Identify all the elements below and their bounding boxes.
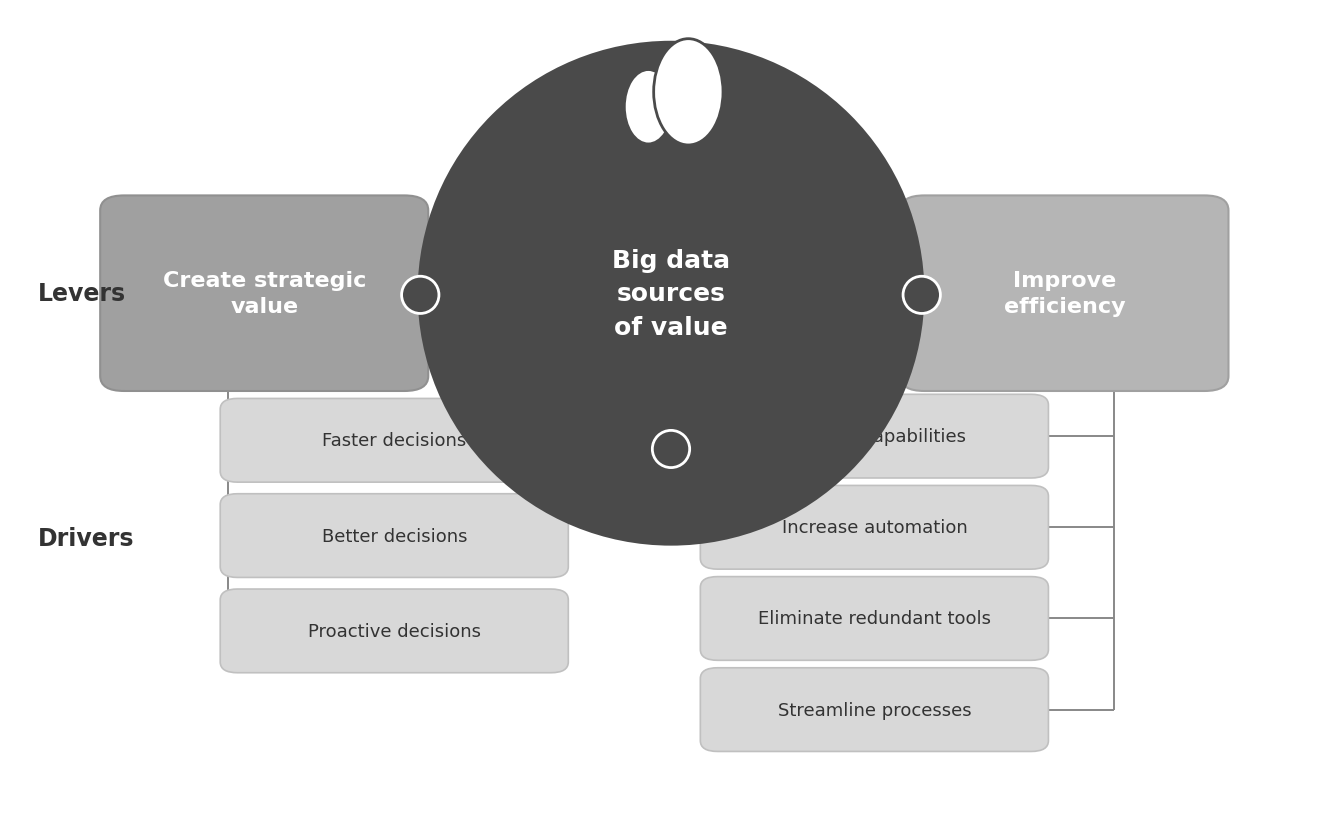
Ellipse shape [654,39,723,145]
Text: Create strategic
value: Create strategic value [162,271,366,317]
Text: Faster decisions: Faster decisions [322,431,467,450]
Text: Drivers: Drivers [38,526,134,550]
Ellipse shape [652,431,690,468]
Text: Streamline processes: Streamline processes [777,701,972,719]
Ellipse shape [401,277,439,314]
Ellipse shape [903,277,941,314]
Text: Big data
sources
of value: Big data sources of value [612,248,730,339]
FancyBboxPatch shape [220,589,568,673]
Text: Improve capabilities: Improve capabilities [782,428,966,446]
Text: Improve
efficiency: Improve efficiency [1004,271,1125,317]
FancyBboxPatch shape [701,395,1048,478]
Ellipse shape [624,70,672,145]
FancyBboxPatch shape [900,196,1228,391]
FancyBboxPatch shape [701,577,1048,660]
Text: Levers: Levers [38,282,126,306]
FancyBboxPatch shape [220,494,568,578]
Text: Increase automation: Increase automation [781,518,968,537]
Text: Better decisions: Better decisions [322,527,467,545]
FancyBboxPatch shape [220,399,568,482]
FancyBboxPatch shape [701,486,1048,569]
Ellipse shape [417,42,925,546]
FancyBboxPatch shape [101,196,428,391]
FancyBboxPatch shape [701,668,1048,752]
Text: Eliminate redundant tools: Eliminate redundant tools [758,609,990,628]
Text: Proactive decisions: Proactive decisions [307,622,480,640]
